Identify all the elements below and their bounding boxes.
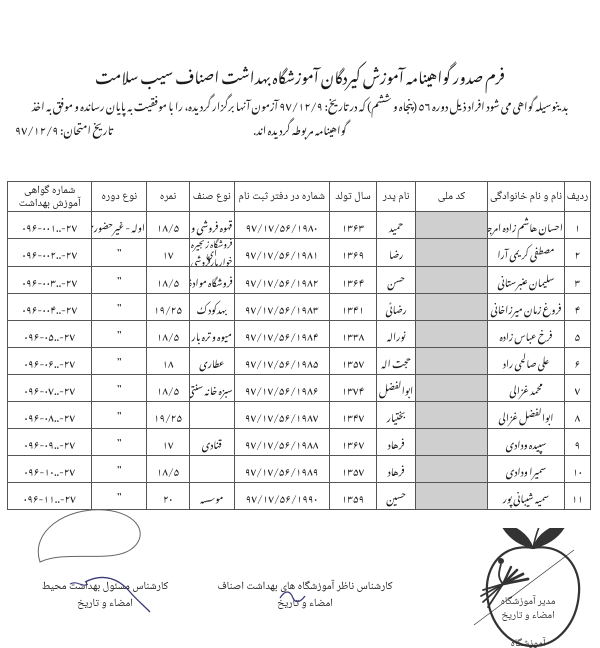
svg-text:آموزشگاه: آموزشگاه [511, 635, 546, 648]
svg-text:امضاء و تاریخ: امضاء و تاریخ [501, 607, 554, 625]
